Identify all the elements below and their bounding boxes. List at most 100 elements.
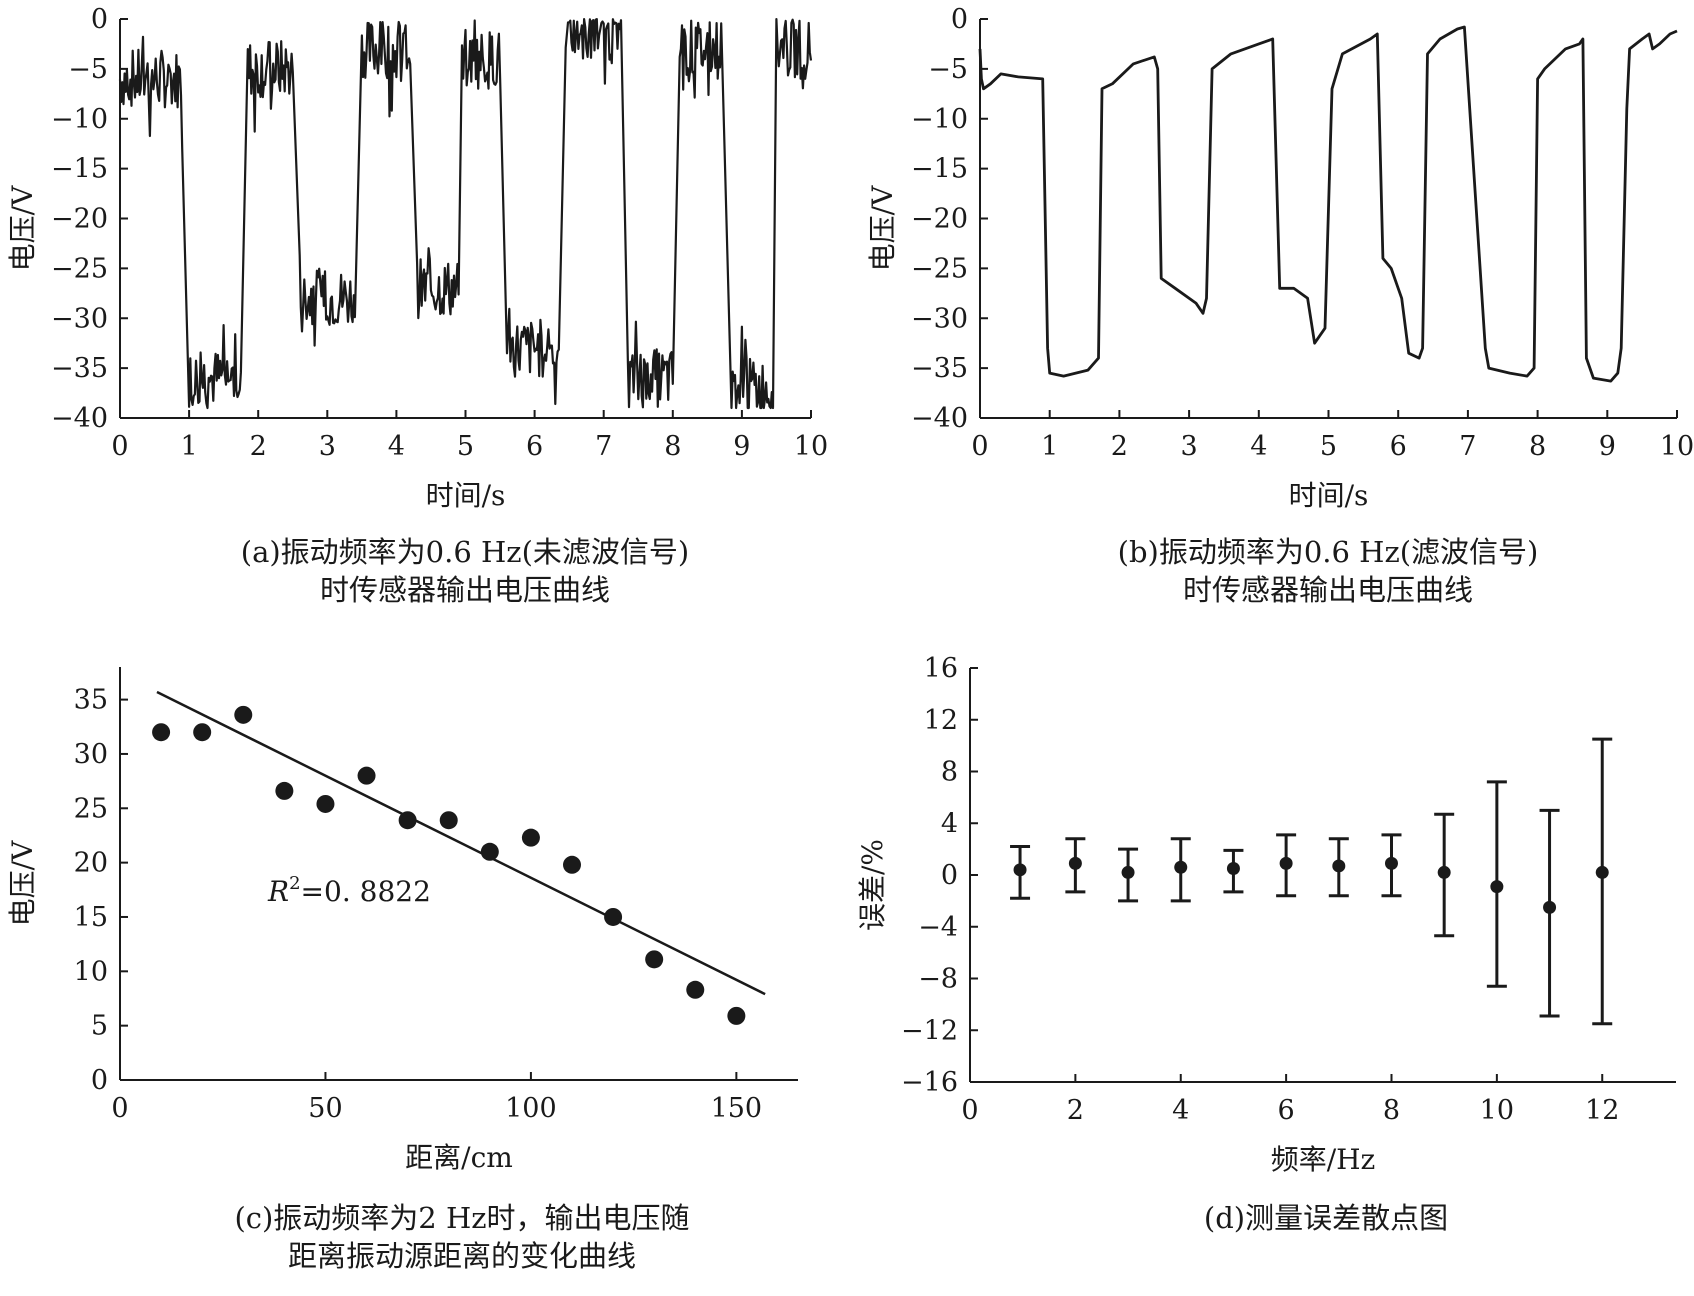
data-point bbox=[1279, 856, 1293, 870]
x-tick-label: 0 bbox=[111, 431, 128, 462]
y-tick-label: −10 bbox=[911, 104, 968, 135]
data-point bbox=[275, 781, 294, 800]
x-tick-label: 100 bbox=[505, 1093, 557, 1124]
y-tick-label: −30 bbox=[51, 303, 108, 334]
series-line bbox=[118, 18, 813, 410]
panel-c: 0 50 100 150 0 5 10 15 20 25 30 35 距离/cm 电压/V (c)振动频率为… bbox=[6, 667, 798, 1273]
y-tick-label: 30 bbox=[74, 739, 108, 770]
y-tick-label: 8 bbox=[941, 757, 958, 788]
x-tick-label: 6 bbox=[526, 431, 543, 462]
y-tick-label: −4 bbox=[918, 912, 958, 943]
y-axis-label: 电压/V bbox=[866, 185, 899, 271]
y-tick-label: −10 bbox=[51, 104, 108, 135]
y-tick-label: 0 bbox=[941, 860, 958, 891]
data-point bbox=[357, 766, 376, 785]
data-point bbox=[1121, 865, 1135, 879]
y-tick-label: −16 bbox=[901, 1067, 958, 1098]
data-point bbox=[316, 794, 335, 813]
x-tick-label: 7 bbox=[1459, 431, 1476, 462]
x-tick-label: 50 bbox=[308, 1093, 342, 1124]
y-tick-label: 5 bbox=[91, 1011, 108, 1042]
y-tick-label: −5 bbox=[928, 54, 968, 85]
y-tick-label: 0 bbox=[91, 4, 108, 35]
panel-caption: 时传感器输出电压曲线 bbox=[1183, 573, 1473, 607]
y-tick-label: −25 bbox=[51, 253, 108, 284]
y-tick-label: −20 bbox=[51, 204, 108, 235]
data-point bbox=[521, 828, 540, 847]
x-tick-label: 2 bbox=[1111, 431, 1128, 462]
data-point bbox=[234, 705, 253, 724]
x-tick-label: 1 bbox=[181, 431, 198, 462]
r-squared-r: R bbox=[267, 875, 289, 908]
x-axis-label: 频率/Hz bbox=[1271, 1143, 1376, 1176]
trend-line bbox=[156, 690, 766, 996]
data-point bbox=[1068, 856, 1082, 870]
x-tick-label: 2 bbox=[250, 431, 267, 462]
data-point bbox=[439, 811, 458, 830]
y-tick-label: 15 bbox=[74, 902, 108, 933]
x-tick-label: 7 bbox=[595, 431, 612, 462]
panel-caption: 距离振动源距离的变化曲线 bbox=[288, 1239, 636, 1273]
y-tick-label: −40 bbox=[911, 403, 968, 434]
data-point bbox=[1174, 860, 1188, 874]
data-point bbox=[563, 855, 581, 874]
y-tick-label: −15 bbox=[911, 154, 968, 185]
x-tick-label: 4 bbox=[388, 431, 405, 462]
panel-a: 0 1 2 3 4 5 6 7 8 9 10 0 −5 −10 −15 −20 −25 −30 −35 −40 时间/s… bbox=[6, 4, 828, 607]
x-tick-label: 8 bbox=[1383, 1095, 1400, 1126]
panel-caption: (c)振动频率为2 Hz时，输出电压随 bbox=[234, 1201, 689, 1235]
y-tick-label: 10 bbox=[74, 956, 108, 987]
y-tick-label: 12 bbox=[924, 705, 958, 736]
data-point bbox=[645, 950, 664, 969]
y-tick-label: 0 bbox=[951, 4, 968, 35]
r-squared-sup: 2 bbox=[289, 873, 300, 894]
x-tick-label: 10 bbox=[1660, 431, 1694, 462]
x-tick-label: 3 bbox=[319, 431, 336, 462]
x-tick-label: 12 bbox=[1585, 1095, 1619, 1126]
data-point bbox=[604, 907, 623, 926]
y-axis-label: 误差/% bbox=[856, 839, 889, 931]
y-tick-label: −35 bbox=[911, 353, 968, 384]
panel-caption: (b)振动频率为0.6 Hz(滤波信号) bbox=[1118, 535, 1539, 569]
y-tick-label: −35 bbox=[51, 353, 108, 384]
x-axis-label: 时间/s bbox=[1289, 479, 1369, 512]
panel-caption: (d)测量误差散点图 bbox=[1204, 1201, 1448, 1235]
x-tick-label: 8 bbox=[664, 431, 681, 462]
y-tick-label: 0 bbox=[91, 1065, 108, 1096]
panel-caption: 时传感器输出电压曲线 bbox=[320, 573, 610, 607]
panel-caption: (a)振动频率为0.6 Hz(未滤波信号) bbox=[241, 535, 689, 569]
x-tick-label: 0 bbox=[961, 1095, 978, 1126]
y-tick-label: 4 bbox=[941, 808, 958, 839]
x-tick-label: 0 bbox=[111, 1093, 128, 1124]
data-point bbox=[193, 723, 212, 742]
x-tick-label: 1 bbox=[1041, 431, 1058, 462]
y-tick-label: −20 bbox=[911, 204, 968, 235]
panel-d: 0 2 4 6 8 10 12 16 12 8 4 0 −4 −8 −12 −16 频率/Hz 误差/% (d)测量… bbox=[856, 653, 1676, 1235]
x-tick-label: 8 bbox=[1529, 431, 1546, 462]
y-tick-label: −30 bbox=[911, 303, 968, 334]
data-point bbox=[727, 1006, 746, 1025]
x-tick-label: 4 bbox=[1172, 1095, 1189, 1126]
y-tick-label: −25 bbox=[911, 253, 968, 284]
x-tick-label: 150 bbox=[711, 1093, 763, 1124]
x-axis-label: 时间/s bbox=[426, 479, 506, 512]
x-tick-label: 2 bbox=[1067, 1095, 1084, 1126]
x-tick-label: 10 bbox=[1480, 1095, 1514, 1126]
r-squared-value: =0. 8822 bbox=[301, 875, 431, 908]
x-tick-label: 6 bbox=[1278, 1095, 1295, 1126]
x-tick-label: 3 bbox=[1181, 431, 1198, 462]
data-point bbox=[152, 723, 171, 742]
x-tick-label: 10 bbox=[794, 431, 828, 462]
x-tick-label: 9 bbox=[1599, 431, 1616, 462]
y-tick-label: −40 bbox=[51, 403, 108, 434]
x-tick-label: 5 bbox=[1320, 431, 1337, 462]
x-tick-label: 6 bbox=[1390, 431, 1407, 462]
data-point bbox=[686, 980, 705, 999]
x-tick-label: 5 bbox=[457, 431, 474, 462]
y-tick-label: 35 bbox=[74, 685, 108, 716]
x-tick-label: 9 bbox=[733, 431, 750, 462]
x-axis-label: 距离/cm bbox=[405, 1141, 513, 1174]
y-tick-label: 20 bbox=[74, 848, 108, 879]
y-axis-label: 电压/V bbox=[6, 840, 39, 926]
